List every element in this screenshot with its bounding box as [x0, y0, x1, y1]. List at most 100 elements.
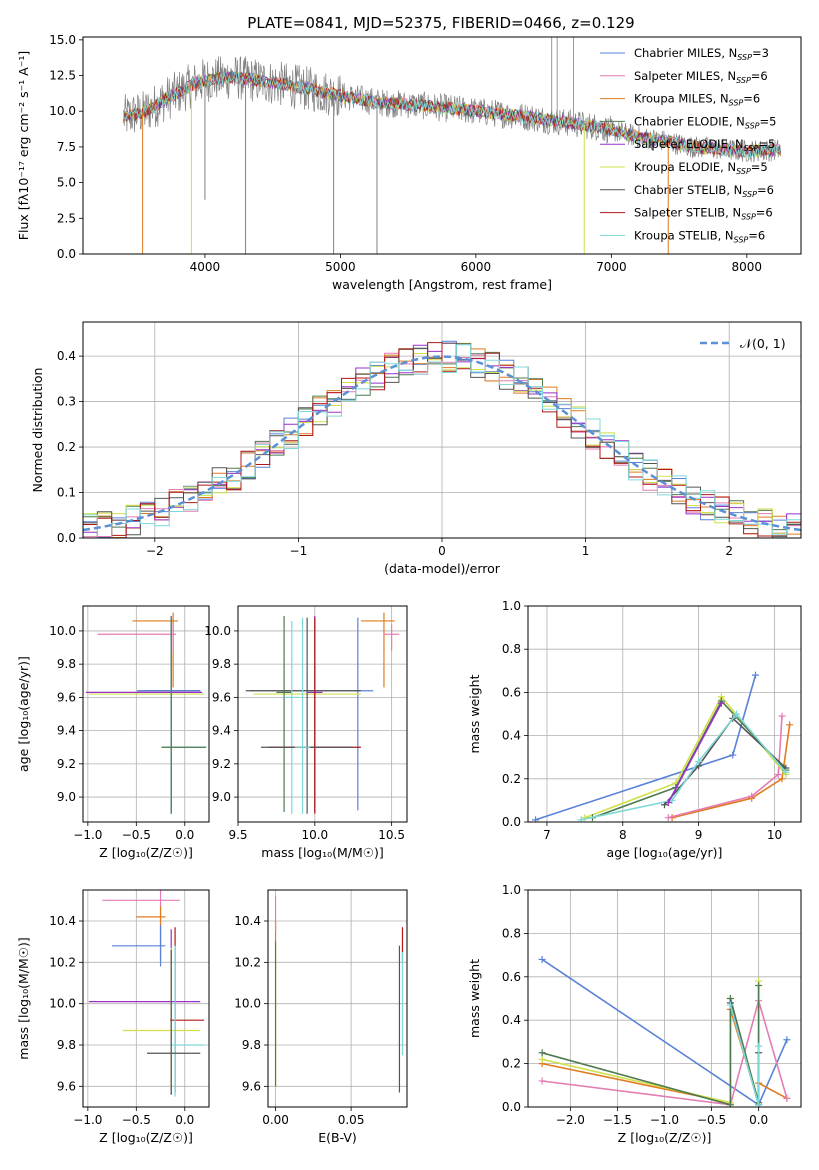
- y-tick-label: 9.2: [212, 757, 231, 771]
- series-marker-salpeter_miles: [664, 814, 672, 822]
- series-marker-chabrier_elodie: [538, 1049, 546, 1057]
- x-tick-label: −1.5: [603, 1113, 632, 1127]
- x-tick-label: −0.5: [122, 1113, 151, 1127]
- legend-text: Chabrier ELODIE, N: [634, 114, 745, 128]
- y-tick-label: 9.4: [212, 724, 231, 738]
- x-tick-label: 0.0: [749, 1113, 768, 1127]
- legend-text: Kroupa ELODIE, N: [634, 160, 736, 174]
- legend-text: Kroupa MILES, N: [634, 92, 729, 106]
- y-tick-label: 9.6: [212, 690, 231, 704]
- legend-nssp: =6: [748, 228, 765, 242]
- y-tick-label: 10.0: [49, 997, 76, 1011]
- axes-decor: −2 −1 0 1 2 0.0 0.1 0.2 0.3 0.4 (data-model)/error…: [30, 336, 786, 576]
- y-tick-label: 9.8: [57, 1038, 76, 1052]
- y-tick-label: 9.8: [212, 657, 231, 671]
- x-axis-label: age [log₁₀(age/yr)]: [607, 845, 723, 860]
- x-tick-label: −1.0: [73, 828, 102, 842]
- plot-area: [83, 606, 209, 822]
- y-tick-label: 9.0: [212, 790, 231, 804]
- legend-subscript: SSP: [734, 235, 749, 244]
- x-tick-label: 6000: [461, 260, 492, 274]
- axes-decor: −1.0 −0.5 0.0 9.0 9.2 9.4 9.6 9.8 10.0 Z [log₁₀(Z…: [16, 624, 194, 860]
- x-axis-label: E(B-V): [318, 1130, 357, 1145]
- axes-decor: −1.0 −0.5 0.0 9.6 9.8 10.0 10.2 10.4 Z [log₁₀(Z/…: [16, 914, 194, 1145]
- legend-nssp: =3: [752, 46, 769, 60]
- legend-label-normal: 𝒩(0, 1): [740, 336, 786, 351]
- legend-label-kroupa_stelib: Kroupa STELIB, NSSP=6: [634, 228, 765, 244]
- x-tick-label: 10.0: [301, 828, 328, 842]
- legend-nssp: =5: [751, 160, 768, 174]
- legend-text: Salpeter MILES, N: [634, 69, 736, 83]
- series-marker-salpeter_miles: [778, 712, 786, 720]
- y-axis-label: Normed distribution: [30, 368, 45, 493]
- x-tick-label: −1: [290, 544, 308, 558]
- legend-text: Kroupa STELIB, N: [634, 228, 734, 242]
- y-tick-label: 9.6: [57, 1079, 76, 1093]
- series-marker-salpeter_elodie: [664, 799, 672, 807]
- y-tick-label: 10.2: [49, 955, 76, 969]
- y-tick-label: 10.0: [234, 997, 261, 1011]
- series-marker-kroupa_stelib: [577, 816, 585, 822]
- y-tick-label: 0.1: [57, 486, 76, 500]
- y-tick-label: 0.0: [502, 815, 521, 829]
- y-tick-label: 0.2: [502, 772, 521, 786]
- panel-age-vs-mass: 9.5 10.0 10.5 9.0 9.2 9.4 9.6 9.8 10.0 mass [log₁…: [204, 605, 408, 860]
- legend-nssp: =6: [743, 92, 760, 106]
- legend-label-salpeter_miles: Salpeter MILES, NSSP=6: [634, 69, 768, 85]
- series-marker-salpeter_miles: [538, 1077, 546, 1085]
- x-tick-label: 2: [725, 544, 733, 558]
- legend-subscript: SSP: [729, 99, 744, 108]
- x-tick-label: −2.0: [556, 1113, 585, 1127]
- x-tick-label: 7000: [596, 260, 627, 274]
- y-tick-label: 0.0: [57, 531, 76, 545]
- hist-salpeter_stelib: [83, 342, 801, 537]
- y-tick-label: 9.8: [57, 657, 76, 671]
- axes-decor: −2.0 −1.5 −1.0 −0.5 0.0 0.0 0.2 0.4 0.6 0.8 1.0 Z […: [467, 883, 768, 1145]
- x-tick-label: −0.5: [122, 828, 151, 842]
- plot-area: [238, 606, 407, 822]
- legend-text: Salpeter STELIB, N: [634, 206, 741, 220]
- series-marker-kroupa_miles: [786, 721, 794, 729]
- plot-area: [528, 890, 801, 1107]
- legend-label-salpeter_stelib: Salpeter STELIB, NSSP=6: [634, 206, 773, 222]
- x-tick-label: 0.00: [262, 1113, 289, 1127]
- axes-decor: 0.00 0.05 9.6 9.8 10.0 10.2 10.4 E(B-V): [234, 914, 364, 1145]
- x-tick-label: 5000: [325, 260, 356, 274]
- series-marker-kroupa_stelib: [755, 1042, 763, 1050]
- y-tick-label: 0.2: [502, 1057, 521, 1071]
- plot-area: [528, 606, 801, 822]
- x-tick-label: 0.05: [338, 1113, 365, 1127]
- x-tick-label: 0: [438, 544, 446, 558]
- series-marker-chabrier_miles: [532, 816, 540, 822]
- series-marker-salpeter_miles: [748, 792, 756, 800]
- figure-title: PLATE=0841, MJD=52375, FIBERID=0466, z=0…: [247, 14, 634, 32]
- y-tick-label: 0.8: [502, 642, 521, 656]
- y-tick-label: 0.6: [502, 685, 521, 699]
- x-tick-label: 10.5: [378, 828, 405, 842]
- series-marker-kroupa_stelib: [782, 768, 790, 776]
- legend-nssp: =6: [751, 69, 768, 83]
- legend-subscript: SSP: [736, 167, 751, 176]
- legend-nssp: =5: [758, 137, 775, 151]
- series-marker-chabrier_miles: [538, 955, 546, 963]
- x-tick-label: −1.0: [650, 1113, 679, 1127]
- x-tick-label: −0.5: [697, 1113, 726, 1127]
- x-tick-label: 9.5: [228, 828, 247, 842]
- legend-label-chabrier_stelib: Chabrier STELIB, NSSP=6: [634, 183, 774, 199]
- series-line-chabrier_stelib: [663, 717, 787, 806]
- panel-weight-vs-Z: −2.0 −1.5 −1.0 −0.5 0.0 0.0 0.2 0.4 0.6 0.8 1.0 Z […: [467, 883, 802, 1145]
- y-tick-label: 10.0: [49, 624, 76, 638]
- legend-nssp: =6: [757, 183, 774, 197]
- y-tick-label: 7.5: [57, 140, 76, 154]
- y-tick-label: 0.2: [57, 440, 76, 454]
- plot-area: [83, 322, 801, 538]
- x-tick-label: 1: [582, 544, 590, 558]
- axes-frame: [82, 36, 802, 255]
- plot-area: [83, 890, 209, 1107]
- series-marker-salpeter_elodie: [717, 699, 725, 707]
- series-marker-kroupa_stelib: [695, 758, 703, 766]
- x-tick-label: −1.0: [73, 1113, 102, 1127]
- legend-label-salpeter_elodie: Salpeter ELODIE, NSSP=5: [634, 137, 775, 153]
- panel-mass-vs-EBV: 0.00 0.05 9.6 9.8 10.0 10.2 10.4 E(B-V): [234, 889, 408, 1145]
- y-axis-label: Flux [fλ10⁻¹⁷ erg cm⁻² s⁻¹ A⁻¹]: [16, 51, 31, 240]
